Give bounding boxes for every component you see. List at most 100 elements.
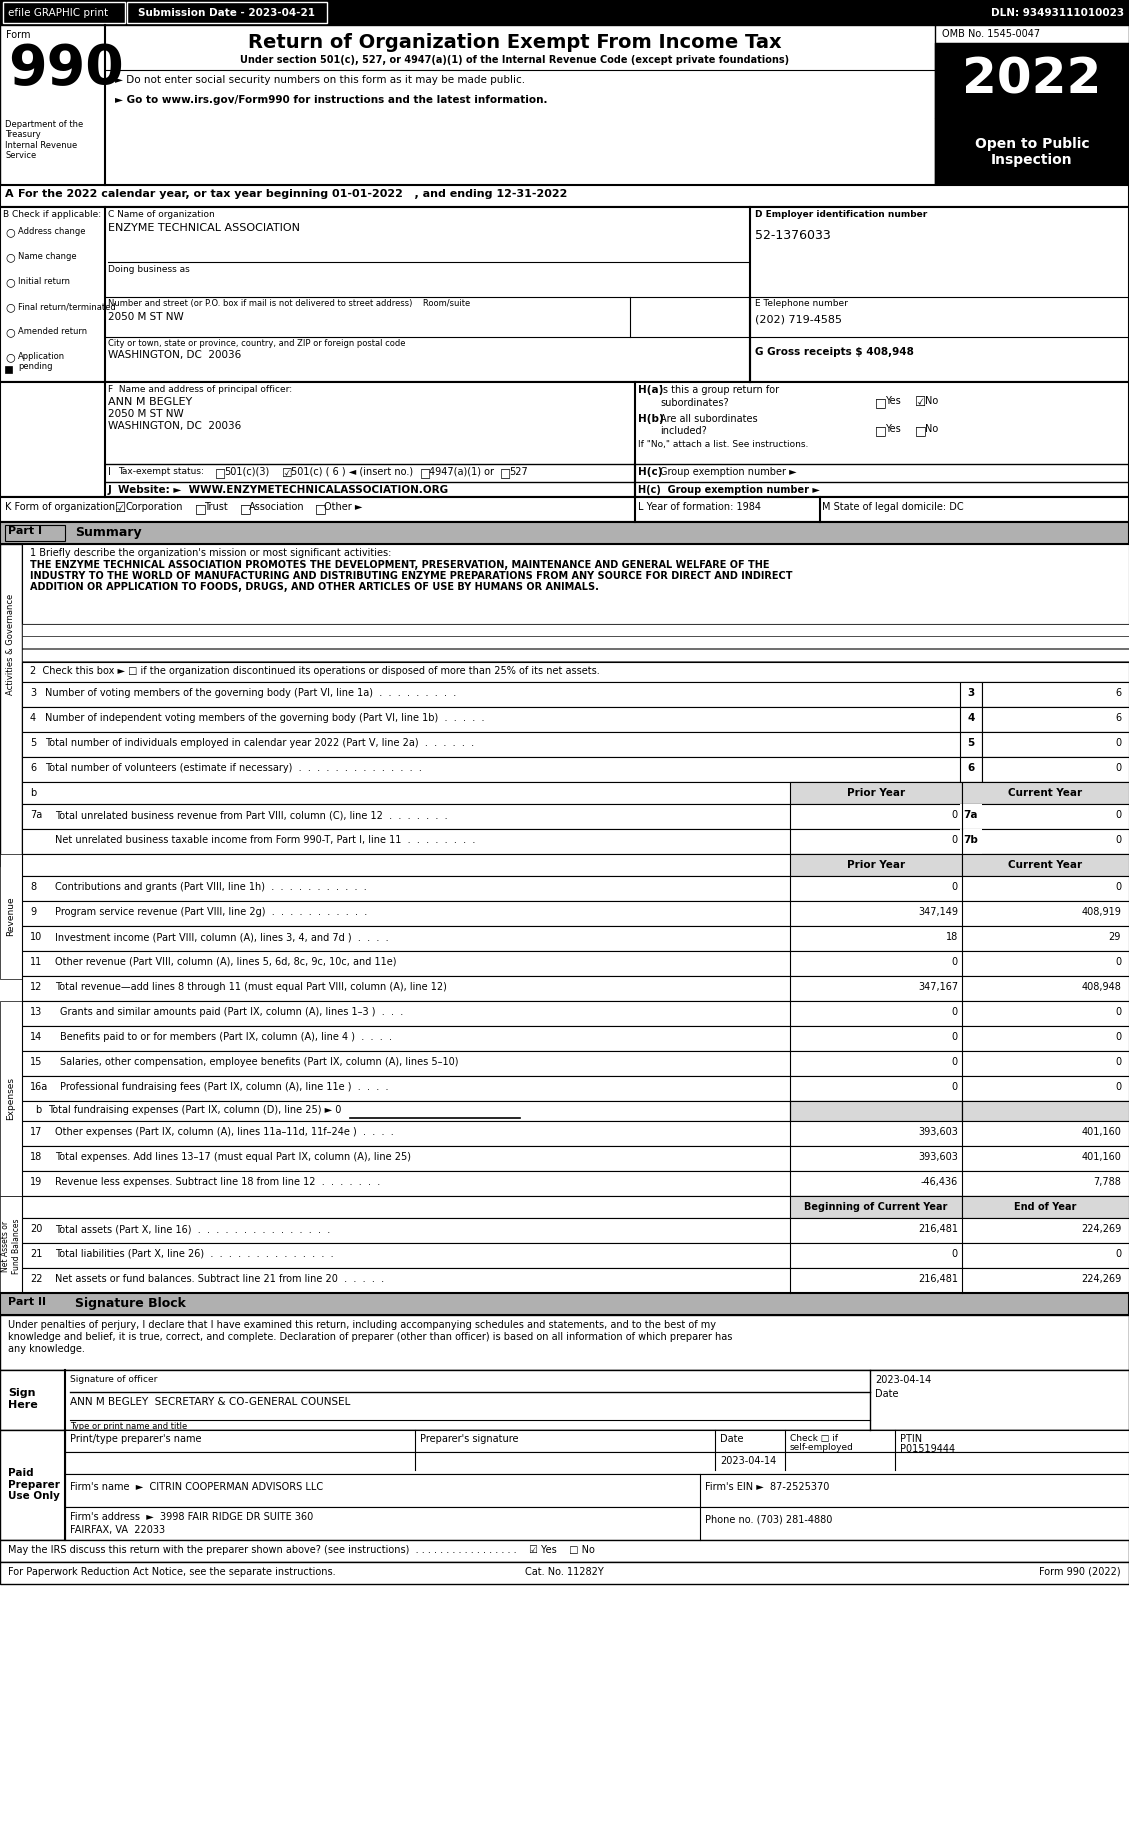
Text: Date: Date	[875, 1390, 899, 1399]
Bar	[960, 830, 982, 854]
Text: Net unrelated business taxable income from Form 990-T, Part I, line 11  .  .  . : Net unrelated business taxable income fr…	[55, 835, 475, 845]
Bar	[982, 758, 1129, 782]
Text: THE ENZYME TECHNICAL ASSOCIATION PROMOTES THE DEVELOPMENT, PRESERVATION, MAINTEN: THE ENZYME TECHNICAL ASSOCIATION PROMOTE…	[30, 560, 770, 569]
Text: ☑: ☑	[282, 468, 292, 480]
Text: □: □	[195, 503, 207, 516]
Text: 6: 6	[968, 763, 974, 772]
Text: H(c)  Group exemption number ►: H(c) Group exemption number ►	[638, 484, 820, 495]
Bar	[0, 543, 21, 867]
Text: 0: 0	[1114, 763, 1121, 772]
Text: □: □	[315, 503, 326, 516]
Text: 6: 6	[30, 763, 36, 772]
Bar	[21, 902, 1129, 926]
Text: 19: 19	[30, 1177, 42, 1186]
Text: 527: 527	[509, 468, 527, 477]
Text: 0: 0	[952, 1057, 959, 1066]
Text: Amended return: Amended return	[18, 327, 87, 336]
Text: self-employed: self-employed	[790, 1443, 854, 1453]
Bar	[982, 732, 1129, 758]
Text: End of Year: End of Year	[1014, 1201, 1076, 1212]
Bar	[960, 732, 982, 758]
Bar	[0, 207, 1129, 383]
Text: ANN M BEGLEY: ANN M BEGLEY	[108, 397, 192, 407]
Text: OMB No. 1545-0047: OMB No. 1545-0047	[942, 30, 1040, 39]
Bar	[21, 708, 1129, 732]
Bar	[0, 26, 1129, 185]
Text: Other ►: Other ►	[324, 503, 362, 512]
Text: 0: 0	[1114, 737, 1121, 748]
Bar	[962, 1196, 1129, 1218]
Text: Signature of officer: Signature of officer	[70, 1375, 157, 1384]
Bar	[5, 366, 12, 373]
Text: 29: 29	[1109, 931, 1121, 942]
Bar	[790, 1101, 962, 1122]
Text: 2023-04-14: 2023-04-14	[720, 1456, 777, 1465]
Text: 224,269: 224,269	[1080, 1223, 1121, 1234]
Bar	[21, 1244, 1129, 1268]
Text: 216,481: 216,481	[918, 1273, 959, 1284]
Text: FAIRFAX, VA  22033: FAIRFAX, VA 22033	[70, 1525, 165, 1536]
Text: Professional fundraising fees (Part IX, column (A), line 11e )  .  .  .  .: Professional fundraising fees (Part IX, …	[60, 1081, 388, 1092]
Text: Summary: Summary	[75, 527, 141, 540]
Text: 408,948: 408,948	[1082, 981, 1121, 992]
Bar	[790, 782, 962, 804]
Text: J: J	[108, 484, 112, 495]
Text: b: b	[30, 787, 36, 798]
Text: 1 Briefly describe the organization's mission or most significant activities:: 1 Briefly describe the organization's mi…	[30, 549, 392, 558]
Text: -46,436: -46,436	[921, 1177, 959, 1186]
Text: Revenue: Revenue	[7, 896, 16, 935]
Text: 0: 0	[1114, 1057, 1121, 1066]
Bar	[982, 682, 1129, 708]
Text: Total expenses. Add lines 13–17 (must equal Part IX, column (A), line 25): Total expenses. Add lines 13–17 (must eq…	[55, 1151, 411, 1162]
Bar	[935, 118, 1129, 185]
Bar	[65, 1475, 1129, 1506]
Text: 11: 11	[30, 957, 42, 967]
Text: Preparer's signature: Preparer's signature	[420, 1434, 518, 1443]
Bar	[21, 1268, 1129, 1294]
Text: May the IRS discuss this return with the preparer shown above? (see instructions: May the IRS discuss this return with the…	[8, 1545, 595, 1554]
Text: F  Name and address of principal officer:: F Name and address of principal officer:	[108, 384, 292, 394]
Text: 52-1376033: 52-1376033	[755, 229, 831, 242]
Text: H(c): H(c)	[638, 468, 663, 477]
Bar	[21, 976, 1129, 1002]
Text: Form 990 (2022): Form 990 (2022)	[1040, 1567, 1121, 1576]
Bar	[21, 782, 1129, 804]
Text: Website: ►  WWW.ENZYMETECHNICALASSOCIATION.ORG: Website: ► WWW.ENZYMETECHNICALASSOCIATIO…	[119, 484, 448, 495]
Bar	[21, 625, 1129, 636]
Text: ANN M BEGLEY  SECRETARY & CO-GENERAL COUNSEL: ANN M BEGLEY SECRETARY & CO-GENERAL COUN…	[70, 1397, 350, 1406]
Text: Number of independent voting members of the governing body (Part VI, line 1b)  .: Number of independent voting members of …	[45, 713, 484, 723]
Bar	[0, 383, 1129, 497]
Text: any knowledge.: any knowledge.	[8, 1343, 85, 1355]
Bar	[0, 1294, 1129, 1316]
Text: Submission Date - 2023-04-21: Submission Date - 2023-04-21	[139, 7, 315, 17]
Text: 2050 M ST NW: 2050 M ST NW	[108, 312, 184, 322]
Text: 0: 0	[1114, 1031, 1121, 1042]
Text: knowledge and belief, it is true, correct, and complete. Declaration of preparer: knowledge and belief, it is true, correc…	[8, 1332, 733, 1342]
Bar	[21, 1218, 1129, 1244]
Text: Benefits paid to or for members (Part IX, column (A), line 4 )  .  .  .  .: Benefits paid to or for members (Part IX…	[60, 1031, 392, 1042]
Text: (202) 719-4585: (202) 719-4585	[755, 314, 842, 325]
Text: 12: 12	[30, 981, 43, 992]
Text: Net Assets or
Fund Balances: Net Assets or Fund Balances	[1, 1218, 20, 1273]
Text: Under section 501(c), 527, or 4947(a)(1) of the Internal Revenue Code (except pr: Under section 501(c), 527, or 4947(a)(1)…	[240, 55, 789, 65]
Bar	[0, 1562, 1129, 1584]
Bar	[0, 1316, 1129, 1369]
Text: Total liabilities (Part X, line 26)  .  .  .  .  .  .  .  .  .  .  .  .  .  .: Total liabilities (Part X, line 26) . . …	[55, 1249, 334, 1258]
Text: 0: 0	[952, 957, 959, 967]
Text: 501(c) ( 6 ) ◄ (insert no.): 501(c) ( 6 ) ◄ (insert no.)	[291, 468, 413, 477]
Text: ► Do not enter social security numbers on this form as it may be made public.: ► Do not enter social security numbers o…	[115, 76, 525, 85]
Text: Total number of individuals employed in calendar year 2022 (Part V, line 2a)  . : Total number of individuals employed in …	[45, 737, 474, 748]
Text: DLN: 93493111010023: DLN: 93493111010023	[991, 7, 1124, 17]
Text: Other expenses (Part IX, column (A), lines 11a–11d, 11f–24e )  .  .  .  .: Other expenses (Part IX, column (A), lin…	[55, 1127, 394, 1137]
Bar	[21, 1122, 1129, 1146]
Text: Return of Organization Exempt From Income Tax: Return of Organization Exempt From Incom…	[248, 33, 781, 52]
Text: 501(c)(3): 501(c)(3)	[224, 468, 269, 477]
Text: 9: 9	[30, 907, 36, 917]
Bar	[21, 1076, 1129, 1101]
Text: Expenses: Expenses	[7, 1077, 16, 1120]
Bar	[935, 26, 1129, 185]
Text: Yes: Yes	[885, 395, 901, 407]
Bar	[960, 804, 982, 830]
Text: 16a: 16a	[30, 1081, 49, 1092]
Text: E Telephone number: E Telephone number	[755, 299, 848, 309]
